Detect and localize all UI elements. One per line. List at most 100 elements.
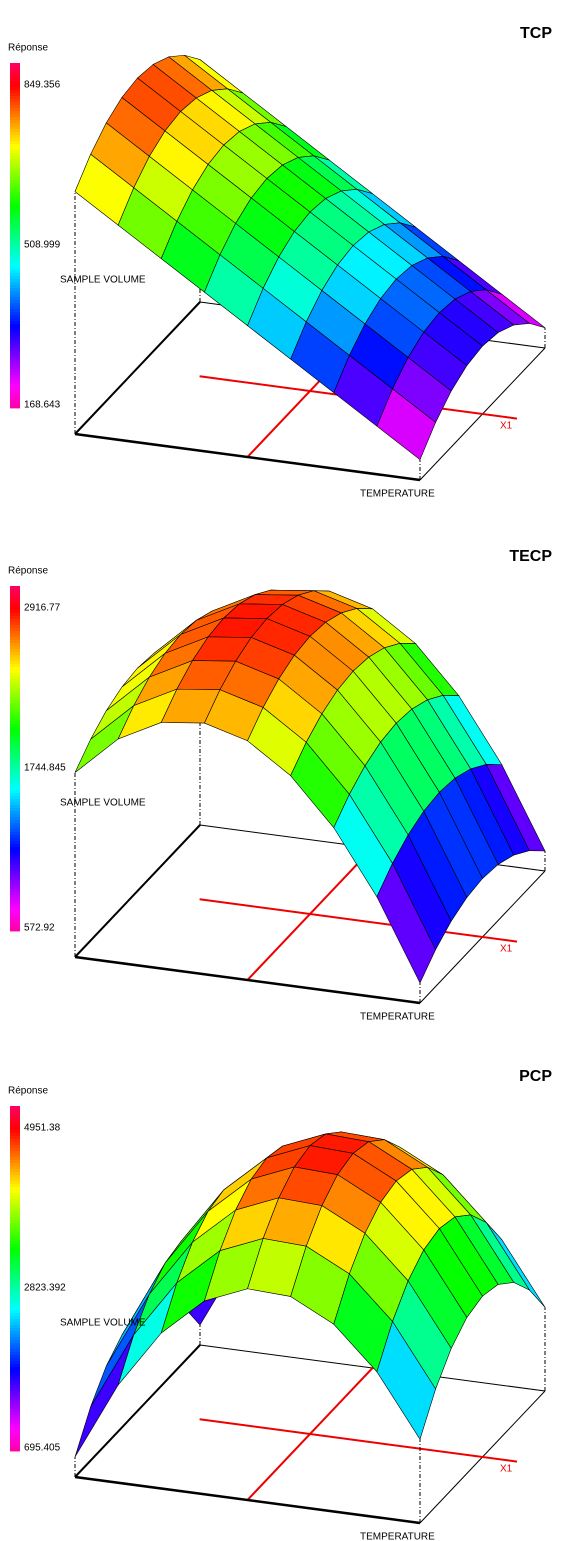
colorbar-segment [10, 631, 20, 635]
colorbar-segment [10, 138, 20, 142]
colorbar-segment [10, 1145, 20, 1149]
colorbar-segment [10, 883, 20, 887]
colorbar-segment [10, 1397, 20, 1401]
colorbar-segment [10, 129, 20, 133]
colorbar-segment [10, 1358, 20, 1362]
colorbar-segment [10, 141, 20, 145]
colorbar-segment [10, 111, 20, 115]
colorbar-segment [10, 1256, 20, 1260]
colorbar-segment [10, 1298, 20, 1302]
colorbar-segment [10, 315, 20, 319]
colorbar-segment [10, 751, 20, 755]
colorbar-segment [10, 835, 20, 839]
colorbar-segment [10, 183, 20, 187]
colorbar-segment [10, 1211, 20, 1215]
colorbar-segment [10, 781, 20, 785]
colorbar-segment [10, 829, 20, 833]
colorbar-tick-label: 572.92 [24, 923, 55, 934]
colorbar-segment [10, 841, 20, 845]
colorbar-segment [10, 153, 20, 157]
colorbar-segment [10, 285, 20, 289]
colorbar-segment [10, 796, 20, 800]
colorbar-segment [10, 904, 20, 908]
colorbar-segment [10, 216, 20, 220]
colorbar-segment [10, 249, 20, 253]
colorbar-segment [10, 838, 20, 842]
colorbar-segment [10, 697, 20, 701]
colorbar-segment [10, 1400, 20, 1404]
colorbar-tick-label: 849.356 [24, 80, 61, 91]
colorbar-segment [10, 1382, 20, 1386]
colorbar-segment [10, 652, 20, 656]
colorbar-segment [10, 1433, 20, 1437]
colorbar-segment [10, 66, 20, 70]
colorbar-segment [10, 1130, 20, 1134]
colorbar-segment [10, 84, 20, 88]
colorbar-segment [10, 1352, 20, 1356]
colorbar-segment [10, 661, 20, 665]
colorbar-segment [10, 1292, 20, 1296]
colorbar-segment [10, 165, 20, 169]
colorbar-segment [10, 198, 20, 202]
colorbar-segment [10, 613, 20, 617]
colorbar-segment [10, 1250, 20, 1254]
colorbar-segment [10, 856, 20, 860]
colorbar-segment [10, 922, 20, 926]
colorbar-segment [10, 267, 20, 271]
colorbar-segment [10, 658, 20, 662]
colorbar-segment [10, 375, 20, 379]
colorbar-segment [10, 1106, 20, 1110]
floor-edge [74, 301, 201, 435]
colorbar-segment [10, 135, 20, 139]
colorbar-segment [10, 1385, 20, 1389]
colorbar-segment [10, 144, 20, 148]
colorbar-segment [10, 598, 20, 602]
colorbar-segment [10, 1265, 20, 1269]
floor-edge [74, 955, 421, 1005]
colorbar-segment [10, 589, 20, 593]
surface-patch [376, 1320, 436, 1440]
colorbar-segment [10, 105, 20, 109]
colorbar-segment [10, 805, 20, 809]
colorbar-segment [10, 811, 20, 815]
colorbar-segment [10, 192, 20, 196]
colorbar-segment [10, 1322, 20, 1326]
colorbar-segment [10, 399, 20, 403]
colorbar-segment [10, 1259, 20, 1263]
colorbar-segment [10, 114, 20, 118]
colorbar-segment [10, 1112, 20, 1116]
colorbar-segment [10, 802, 20, 806]
colorbar-segment [10, 1373, 20, 1377]
colorbar-segment [10, 1202, 20, 1206]
colorbar-segment [10, 1328, 20, 1332]
colorbar-segment [10, 1340, 20, 1344]
colorbar-segment [10, 634, 20, 638]
colorbar-segment [10, 339, 20, 343]
colorbar-segment [10, 1316, 20, 1320]
colorbar-segment [10, 276, 20, 280]
reference-line [246, 1367, 374, 1501]
colorbar-segment [10, 682, 20, 686]
colorbar-segment [10, 853, 20, 857]
colorbar-segment [10, 1406, 20, 1410]
colorbar-segment [10, 81, 20, 85]
colorbar-segment [10, 649, 20, 653]
colorbar-segment [10, 1403, 20, 1407]
colorbar-segment [10, 225, 20, 229]
colorbar-segment [10, 1370, 20, 1374]
colorbar-tick-label: 2916.77 [24, 603, 61, 614]
colorbar-segment [10, 1247, 20, 1251]
marker-label: X1 [500, 944, 513, 955]
colorbar-segment [10, 189, 20, 193]
colorbar-segment [10, 231, 20, 235]
colorbar-segment [10, 859, 20, 863]
colorbar-segment [10, 862, 20, 866]
colorbar-segment [10, 1436, 20, 1440]
colorbar-segment [10, 381, 20, 385]
colorbar-segment [10, 1193, 20, 1197]
colorbar-segment [10, 321, 20, 325]
colorbar-segment [10, 604, 20, 608]
colorbar-segment [10, 766, 20, 770]
colorbar-segment [10, 201, 20, 205]
